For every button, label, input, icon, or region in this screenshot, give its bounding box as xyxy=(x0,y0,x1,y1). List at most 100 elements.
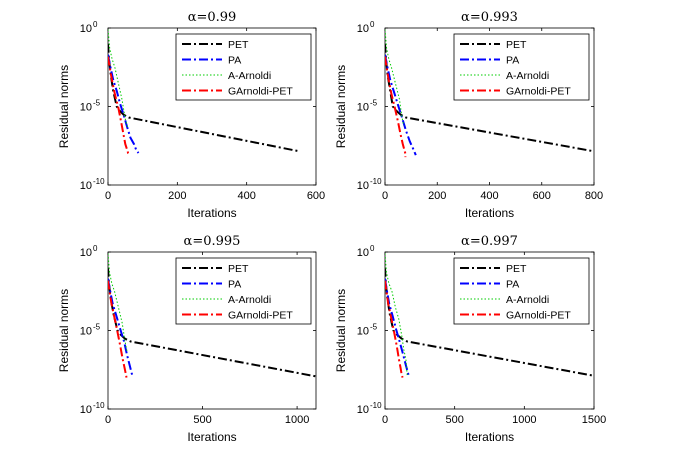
legend: PET PA A-Arnoldi GArnoldi-PET xyxy=(453,257,590,325)
legend-label: GArnoldi-PET xyxy=(506,86,571,98)
legend-label: GArnoldi-PET xyxy=(506,310,571,322)
x-tick-label: 400 xyxy=(480,190,498,202)
x-axis-label: Iterations xyxy=(465,206,514,220)
series-line-a-arnoldi xyxy=(385,29,405,126)
y-tick-exponent: -5 xyxy=(93,323,101,332)
y-tick-exponent: -5 xyxy=(93,99,101,108)
legend-box xyxy=(175,257,312,325)
y-tick-label: 10 xyxy=(80,404,92,416)
chart-title: α=0.997 xyxy=(461,234,518,249)
legend-box xyxy=(453,257,590,325)
legend-label: PET xyxy=(506,39,527,51)
series-line-garnoldi-pet xyxy=(385,56,407,158)
x-tick-label: 500 xyxy=(193,414,211,426)
x-axis-label: Iterations xyxy=(187,206,236,220)
series-line-garnoldi-pet xyxy=(108,56,130,155)
y-tick-label: 10 xyxy=(357,326,369,338)
y-tick-label: 10 xyxy=(357,102,369,114)
legend: PET PA A-Arnoldi GArnoldi-PET xyxy=(175,33,312,101)
x-tick-label: 400 xyxy=(237,190,255,202)
y-tick-base: 10 xyxy=(357,326,369,338)
legend-label: A-Arnoldi xyxy=(506,70,549,82)
y-axis-label: Residual norms xyxy=(334,65,348,148)
x-tick-label: 800 xyxy=(585,190,603,202)
x-tick-label: 200 xyxy=(168,190,186,202)
legend-box xyxy=(175,33,312,101)
legend-label: GArnoldi-PET xyxy=(228,310,293,322)
y-tick-base: 10 xyxy=(80,247,92,259)
y-tick-exponent: -10 xyxy=(370,401,382,410)
y-tick-base: 10 xyxy=(80,326,92,338)
y-tick-label: 10 xyxy=(357,180,369,192)
chart-title: α=0.99 xyxy=(188,10,237,25)
x-tick-label: 200 xyxy=(428,190,446,202)
y-tick-exponent: -10 xyxy=(93,401,105,410)
y-axis-label: Residual norms xyxy=(57,289,71,372)
x-tick-label: 0 xyxy=(382,190,388,202)
legend-label: PA xyxy=(228,279,241,291)
legend: PET PA A-Arnoldi GArnoldi-PET xyxy=(453,33,590,101)
x-tick-label: 1500 xyxy=(582,414,606,426)
legend-label: PET xyxy=(506,263,527,275)
series-line-pa xyxy=(108,278,134,377)
x-tick-label: 600 xyxy=(307,190,325,202)
x-tick-label: 0 xyxy=(105,414,111,426)
x-tick-label: 1000 xyxy=(512,414,536,426)
y-tick-base: 10 xyxy=(357,247,369,259)
y-tick-base: 10 xyxy=(80,23,92,35)
y-tick-label: 10 xyxy=(80,102,92,114)
series-line-pa xyxy=(385,54,417,156)
y-tick-exponent: 0 xyxy=(93,244,98,253)
y-tick-label: 10 xyxy=(357,404,369,416)
series-line-pa xyxy=(108,54,140,154)
y-axis-label: Residual norms xyxy=(57,65,71,148)
y-tick-label: 10 xyxy=(80,326,92,338)
chart-title: α=0.995 xyxy=(184,234,241,249)
x-axis-label: Iterations xyxy=(465,430,514,444)
y-tick-exponent: -5 xyxy=(370,323,378,332)
y-tick-exponent: 0 xyxy=(370,244,375,253)
legend: PET PA A-Arnoldi GArnoldi-PET xyxy=(175,257,312,325)
y-tick-exponent: 0 xyxy=(370,20,375,29)
series-line-a-arnoldi xyxy=(108,29,129,129)
legend-label: A-Arnoldi xyxy=(228,70,271,82)
legend-label: PA xyxy=(506,55,519,67)
series-line-a-arnoldi xyxy=(385,253,408,377)
y-tick-base: 10 xyxy=(357,180,369,192)
legend-label: A-Arnoldi xyxy=(228,294,271,306)
legend-label: GArnoldi-PET xyxy=(228,86,293,98)
x-tick-label: 0 xyxy=(382,414,388,426)
y-tick-exponent: -5 xyxy=(370,99,378,108)
y-tick-label: 10 xyxy=(80,180,92,192)
legend-label: PET xyxy=(228,39,249,51)
y-tick-base: 10 xyxy=(357,102,369,114)
x-tick-label: 0 xyxy=(105,190,111,202)
y-axis-label: Residual norms xyxy=(334,289,348,372)
series-line-a-arnoldi xyxy=(108,253,128,351)
legend-box xyxy=(453,33,590,101)
legend-label: PA xyxy=(228,55,241,67)
y-tick-label: 10 xyxy=(357,23,369,35)
x-tick-label: 500 xyxy=(445,414,463,426)
y-tick-base: 10 xyxy=(80,102,92,114)
x-tick-label: 1000 xyxy=(285,414,309,426)
series-line-pa xyxy=(385,278,410,378)
y-tick-exponent: 0 xyxy=(93,20,98,29)
y-tick-label: 10 xyxy=(80,23,92,35)
y-tick-label: 10 xyxy=(80,247,92,259)
y-tick-base: 10 xyxy=(357,404,369,416)
series-line-garnoldi-pet xyxy=(108,280,128,378)
legend-label: PA xyxy=(506,279,519,291)
y-tick-base: 10 xyxy=(80,180,92,192)
y-tick-base: 10 xyxy=(80,404,92,416)
series-line-garnoldi-pet xyxy=(385,280,404,378)
y-tick-exponent: -10 xyxy=(93,177,105,186)
legend-label: A-Arnoldi xyxy=(506,294,549,306)
y-tick-base: 10 xyxy=(357,23,369,35)
y-tick-exponent: -10 xyxy=(370,177,382,186)
